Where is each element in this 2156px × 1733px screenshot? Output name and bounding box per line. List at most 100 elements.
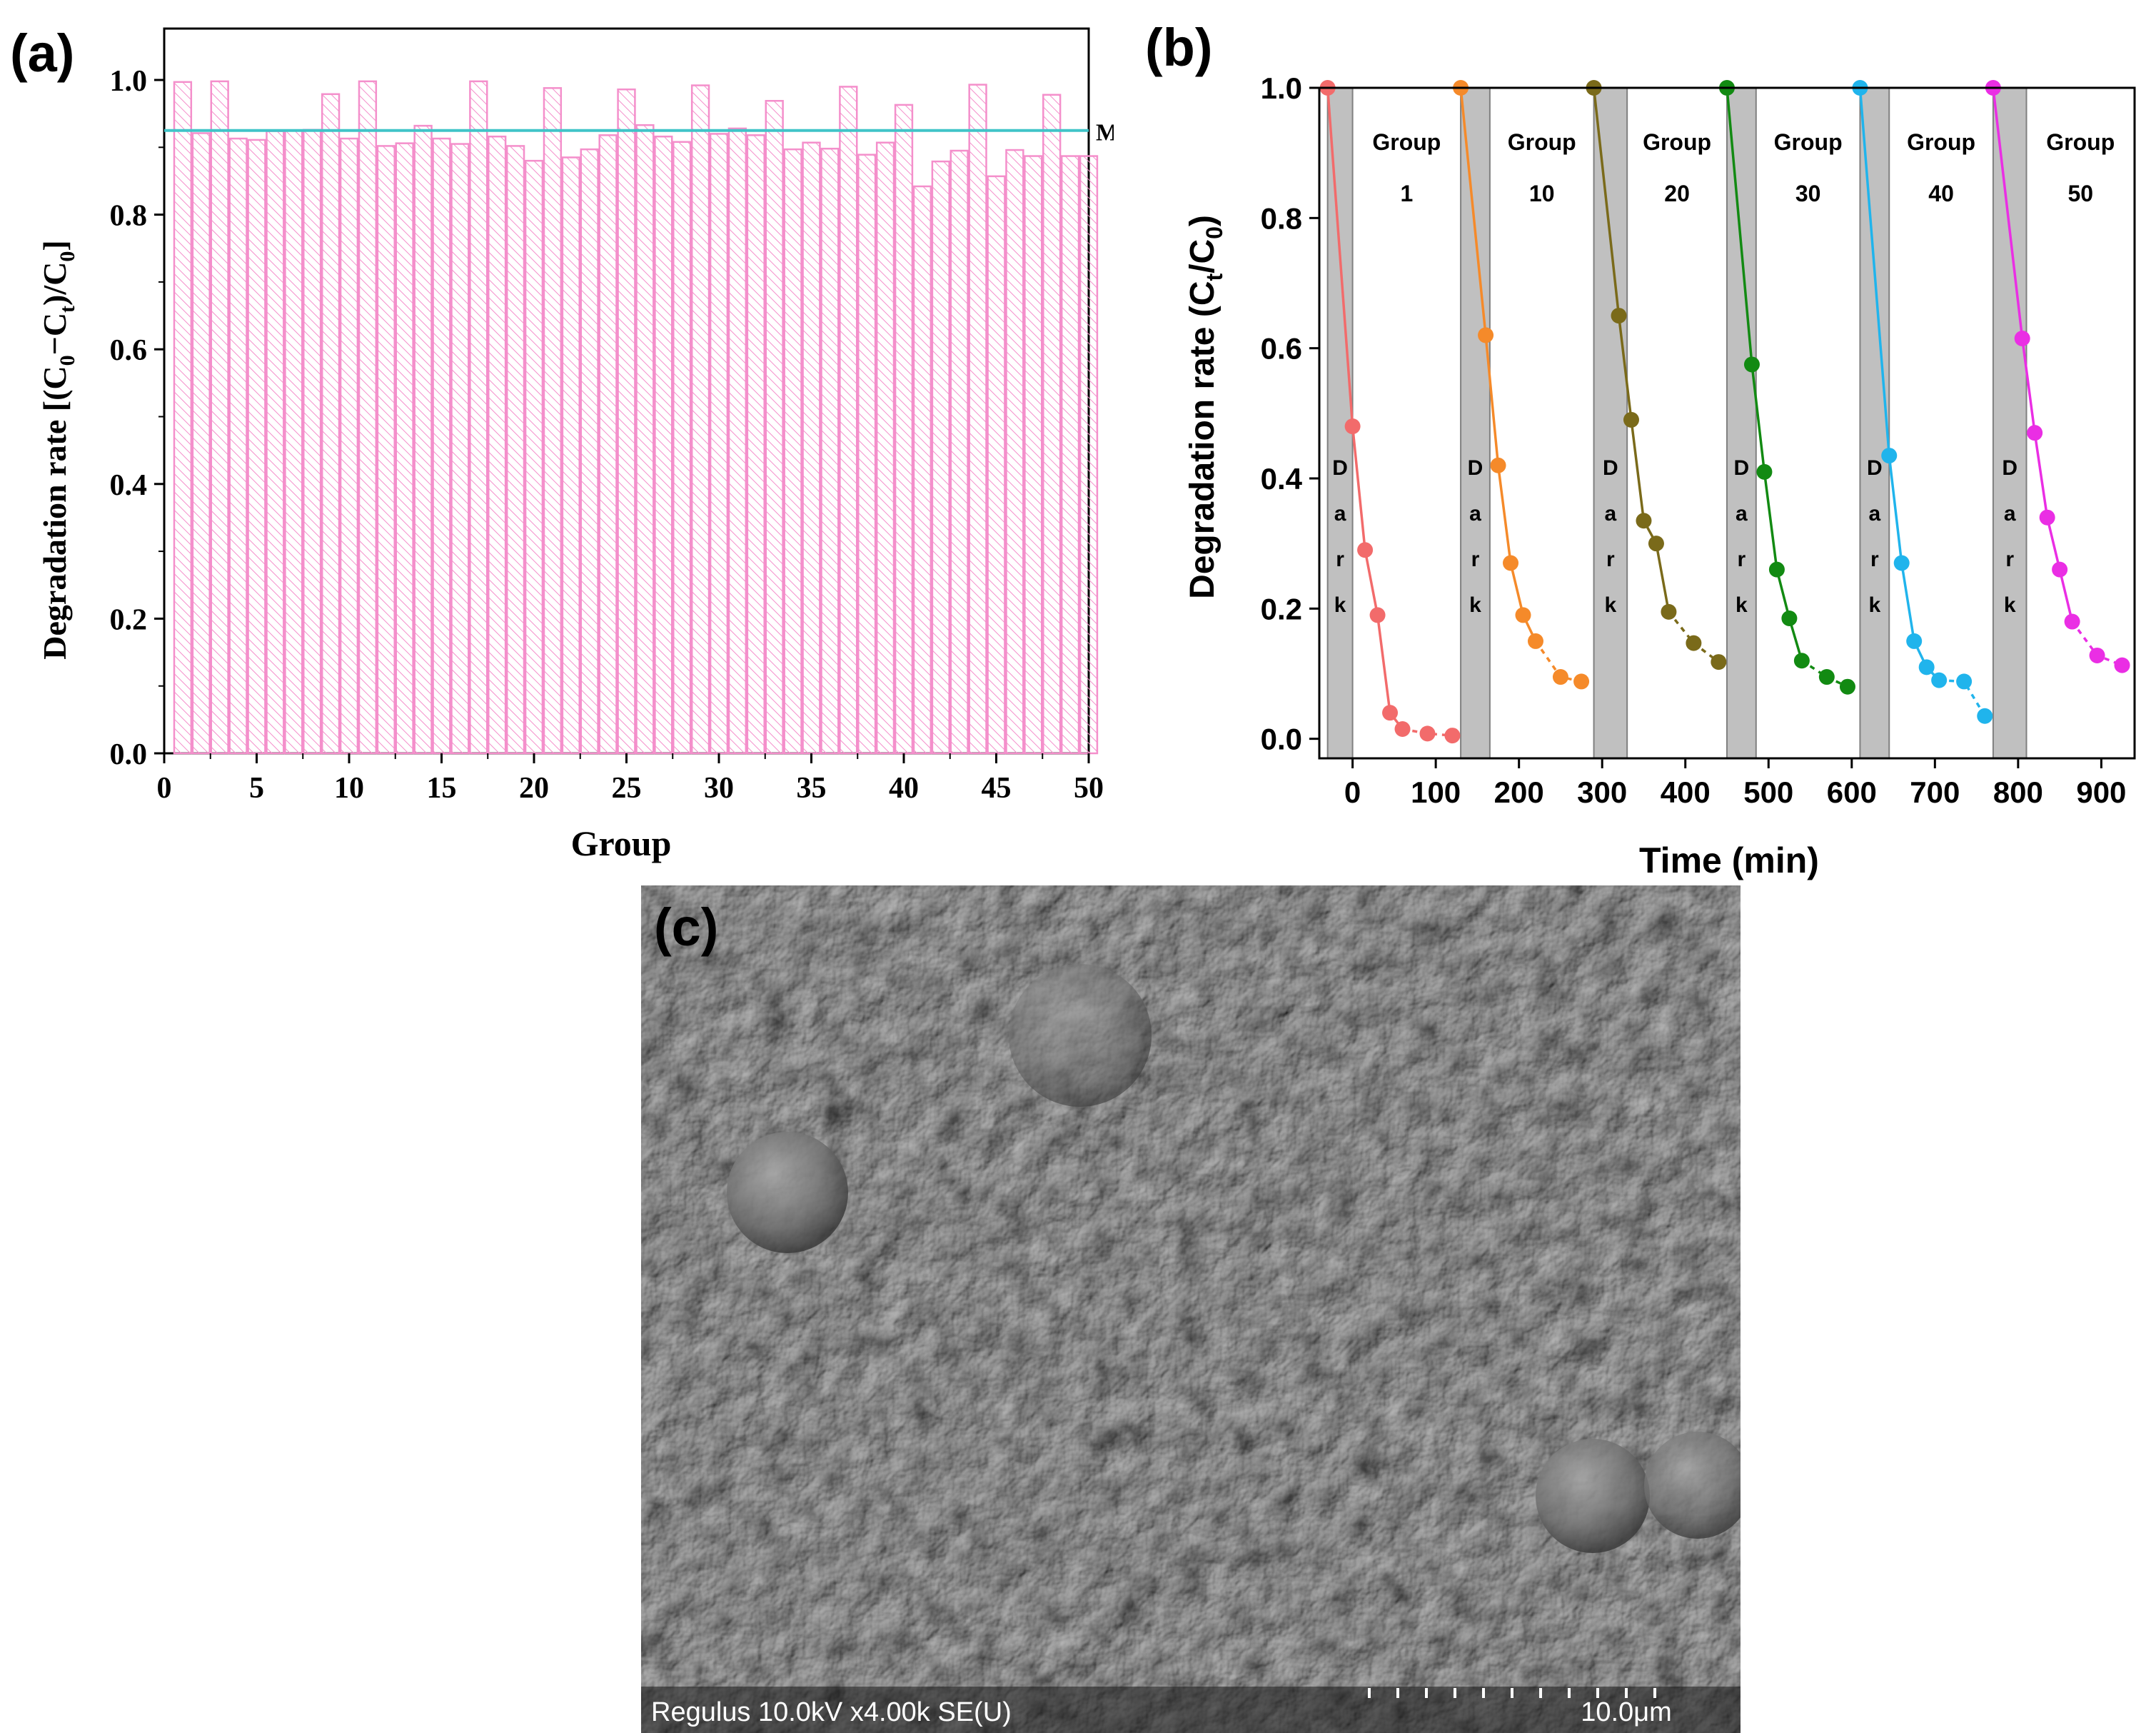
- data-point: [1893, 555, 1910, 571]
- bar: [358, 80, 378, 755]
- bar: [488, 135, 507, 755]
- data-point: [1793, 653, 1810, 669]
- dark-label-letter: D: [1468, 456, 1483, 480]
- data-point: [1478, 327, 1494, 343]
- x-tick-label: 400: [1661, 775, 1711, 809]
- sem-particle: [1009, 964, 1152, 1107]
- bar: [690, 84, 710, 755]
- dark-label-letter: r: [2005, 548, 2014, 571]
- bar: [635, 124, 655, 755]
- x-tick-label: 30: [704, 772, 734, 805]
- data-point: [1419, 725, 1436, 742]
- x-tick-label: 600: [1827, 775, 1877, 809]
- x-tick-label: 500: [1743, 775, 1793, 809]
- series-label-group: Group: [1508, 129, 1576, 155]
- x-tick-label: 50: [1074, 772, 1104, 805]
- bar: [727, 127, 747, 755]
- dark-period-band: [1593, 87, 1628, 759]
- dark-label-letter: k: [1868, 593, 1880, 617]
- panel-b-x-axis-label: Time (min): [1639, 840, 1819, 880]
- x-tick-label: 15: [427, 772, 457, 805]
- data-point: [1686, 635, 1702, 651]
- dark-label-letter: D: [1603, 456, 1618, 480]
- bar: [173, 81, 193, 755]
- data-point: [1918, 659, 1935, 675]
- bar: [395, 142, 414, 755]
- bar: [1079, 155, 1099, 755]
- data-point: [2027, 425, 2043, 441]
- bar: [746, 134, 765, 755]
- dark-label-letter: r: [1336, 548, 1344, 571]
- bar: [709, 133, 729, 755]
- y-tick-label: 0.2: [110, 603, 148, 636]
- bar: [839, 86, 858, 755]
- dark-period-band: [1992, 87, 2027, 759]
- x-tick-label: 300: [1577, 775, 1627, 809]
- data-point: [1743, 356, 1760, 373]
- x-tick-label: 200: [1494, 775, 1544, 809]
- data-point: [2039, 509, 2055, 526]
- dark-label-letter: a: [1334, 502, 1346, 526]
- series-line: [1992, 87, 2074, 622]
- sem-micrograph-texture: [641, 885, 1741, 1733]
- bar: [247, 139, 266, 755]
- x-tick-label: 45: [982, 772, 1012, 805]
- bar: [580, 148, 599, 755]
- bar: [228, 137, 248, 755]
- mean-line-label: Mean line: [1096, 120, 1114, 146]
- data-point: [2064, 613, 2080, 630]
- sem-particle: [1644, 1432, 1741, 1539]
- series-label-number: 1: [1400, 181, 1413, 206]
- y-tick-label: 1.0: [110, 65, 148, 98]
- data-point: [1611, 308, 1627, 324]
- dark-label-letter: k: [1469, 593, 1481, 617]
- data-point: [1839, 678, 1855, 695]
- series-label-number: 20: [1664, 181, 1690, 206]
- data-point: [1931, 672, 1948, 688]
- data-point: [1490, 457, 1506, 473]
- data-point: [1394, 720, 1411, 737]
- series-label-group: Group: [2046, 129, 2115, 155]
- series-label-group: Group: [1643, 129, 1711, 155]
- data-point: [1906, 633, 1923, 649]
- bar: [266, 130, 285, 755]
- series-label-group: Group: [1907, 129, 1975, 155]
- x-tick-label: 700: [1910, 775, 1960, 809]
- series-label-group: Group: [1774, 129, 1843, 155]
- panel-a-x-axis-label: Group: [571, 823, 672, 863]
- dark-label-letter: D: [1734, 456, 1750, 480]
- bar: [339, 137, 359, 755]
- panel-a-bar-chart: (a) Mean line 0 5 10 15 20 25 30 35 40 45 50 0.0 0.2 0…: [10, 24, 1114, 863]
- data-point: [1623, 411, 1639, 428]
- data-point: [2052, 561, 2068, 578]
- x-tick-label: 25: [612, 772, 642, 805]
- data-point: [1818, 669, 1835, 685]
- data-point: [1977, 708, 1993, 724]
- bar: [413, 124, 433, 755]
- sem-info-bar: [641, 1687, 1741, 1733]
- dark-label-letter: D: [1332, 456, 1348, 480]
- data-point: [1573, 673, 1590, 690]
- bar: [1060, 155, 1080, 755]
- bar: [561, 156, 580, 755]
- dark-label-letter: k: [2004, 593, 2016, 617]
- bar: [1042, 94, 1062, 755]
- bar: [894, 104, 914, 755]
- dark-label-letter: a: [2004, 502, 2016, 526]
- bar: [505, 145, 525, 755]
- bar: [524, 159, 544, 755]
- series-label-number: 30: [1795, 181, 1821, 206]
- y-tick-label: 0.8: [110, 200, 148, 233]
- y-tick-label: 1.0: [1261, 71, 1302, 105]
- bar: [857, 154, 877, 755]
- bar: [765, 99, 784, 755]
- data-point: [1756, 463, 1773, 480]
- series-label-group: Group: [1372, 129, 1441, 155]
- panel-a-label: (a): [10, 24, 74, 83]
- data-point: [1648, 536, 1664, 552]
- bar: [949, 149, 969, 755]
- y-tick-label: 0.8: [1261, 201, 1302, 235]
- sem-particle: [1536, 1439, 1650, 1553]
- y-tick-label: 0.0: [1261, 723, 1302, 756]
- dark-label-letter: r: [1870, 548, 1879, 571]
